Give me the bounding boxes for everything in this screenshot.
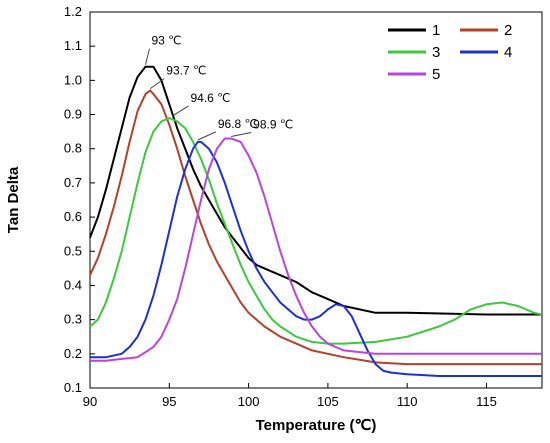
series-line-3: [89, 117, 543, 345]
x-tick-label: 115: [476, 394, 497, 409]
peak-annotation: 93 ℃: [152, 34, 182, 48]
series-layer: [89, 65, 543, 377]
annotation-leader: [231, 131, 252, 137]
y-tick-label: 0.3: [64, 312, 82, 327]
peak-annotation: 98.9 ℃: [253, 117, 293, 131]
ticks-layer: 90 95 100 105 110 115 0.1 0.2 0.3 0.4 0.5 0.6 0.7 0.8…: [64, 4, 497, 409]
y-axis-title: Tan Delta: [5, 166, 22, 233]
annotations-layer: 93 ℃ 93.7 ℃ 94.6 ℃ 96.8 ℃98.9 ℃: [145, 34, 293, 141]
legend: 1 3 5 2 4: [388, 22, 512, 83]
legend-label-3: 3: [432, 44, 440, 61]
legend-label-5: 5: [432, 66, 440, 83]
x-tick-label: 100: [238, 394, 260, 409]
y-tick-label: 1.2: [64, 4, 82, 19]
y-tick-label: 0.8: [64, 141, 82, 156]
y-tick-label: 0.7: [64, 175, 82, 190]
y-tick-label: 1.0: [64, 72, 82, 87]
legend-label-4: 4: [504, 44, 512, 61]
x-tick-label: 110: [397, 394, 418, 409]
series-line-1: [89, 65, 542, 316]
peak-annotation: 96.8 ℃: [218, 117, 258, 131]
y-tick-label: 0.1: [64, 380, 82, 395]
x-axis-title: Temperature (℃): [256, 417, 377, 434]
series-line-5: [90, 137, 542, 362]
x-tick-label: 90: [83, 394, 97, 409]
series-line-2: [89, 89, 542, 366]
legend-label-1: 1: [432, 22, 440, 39]
y-tick-label: 0.5: [64, 243, 82, 258]
peak-annotation: 94.6 ℃: [190, 91, 230, 105]
legend-label-2: 2: [504, 22, 512, 39]
y-tick-label: 0.2: [64, 346, 82, 361]
annotation-leader: [197, 131, 217, 141]
peak-annotation: 93.7 ℃: [166, 64, 206, 78]
y-tick-label: 0.9: [64, 107, 82, 122]
x-tick-label: 95: [162, 394, 176, 409]
y-tick-label: 1.1: [64, 38, 82, 53]
annotation-leader: [149, 78, 165, 90]
x-tick-label: 105: [317, 394, 339, 409]
y-tick-label: 0.4: [64, 277, 82, 292]
plot-frame: [89, 11, 543, 389]
annotation-leader: [172, 105, 189, 117]
y-tick-label: 0.6: [64, 209, 82, 224]
annotation-leader: [145, 48, 150, 65]
